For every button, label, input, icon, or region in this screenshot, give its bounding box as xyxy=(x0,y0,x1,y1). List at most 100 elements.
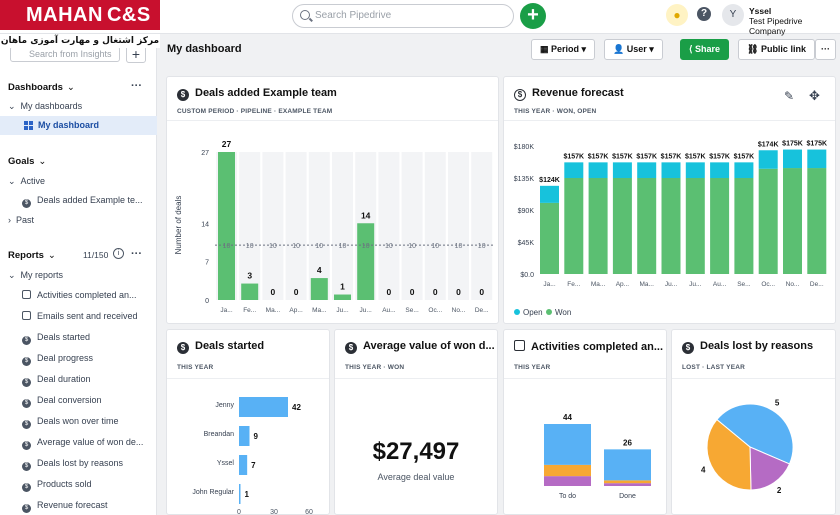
top-bar: MAHAN C&S Search Pipedrive + ● ? Y Yssel … xyxy=(0,0,840,36)
report-item[interactable]: $ Average value of won de... xyxy=(22,437,150,450)
x-tick-label: Ma... xyxy=(639,281,654,288)
report-item[interactable]: $ Products sold xyxy=(22,479,150,492)
bar-open xyxy=(710,162,730,178)
card-revenue-forecast[interactable]: $ Revenue forecast THIS YEAR · WON, OPEN … xyxy=(503,76,836,324)
goal-label: 10 xyxy=(339,243,347,250)
card-deals-lost[interactable]: $ Deals lost by reasons LOST · LAST YEAR … xyxy=(671,329,836,515)
user-name[interactable]: Yssel xyxy=(749,6,772,16)
global-search-input[interactable]: Search Pipedrive xyxy=(292,4,514,28)
bar-won xyxy=(758,168,778,274)
group-my-dashboards[interactable]: ⌄ My dashboards xyxy=(8,101,83,111)
bar-open xyxy=(540,185,559,203)
bar xyxy=(357,223,375,300)
bar-value-label: 0 xyxy=(387,287,392,297)
lightbulb-icon[interactable]: ● xyxy=(666,4,688,26)
dollar-icon: $ xyxy=(22,504,31,513)
card-subtitle: THIS YEAR xyxy=(177,364,214,371)
bar-value-label: 0 xyxy=(410,287,415,297)
x-tick-label: Oc... xyxy=(761,281,775,288)
category-label: Jenny xyxy=(215,402,234,409)
section-goals[interactable]: Goals ⌄ xyxy=(8,156,47,167)
group-past-goals[interactable]: › Past xyxy=(8,215,35,225)
bar-won xyxy=(661,178,681,274)
bar xyxy=(239,484,241,504)
goal-label: 10 xyxy=(315,243,323,250)
dollar-icon: $ xyxy=(22,357,31,366)
bar-segment xyxy=(604,449,651,481)
x-tick-label: Ma... xyxy=(312,307,327,314)
sidebar-item-my-dashboard[interactable]: My dashboard xyxy=(0,116,157,135)
move-icon[interactable]: ✥ xyxy=(809,88,820,103)
help-icon[interactable]: ? xyxy=(697,7,711,21)
sidebar: Search from Insights + Dashboards ⌄ ··· ⌄… xyxy=(0,34,157,515)
y-tick-label: $135K xyxy=(514,176,535,183)
calendar-icon xyxy=(22,290,31,299)
y-tick-label: 27 xyxy=(201,150,209,157)
avatar[interactable]: Y xyxy=(722,4,744,26)
bar-total-label: $175K xyxy=(806,141,827,148)
x-tick-label: Au... xyxy=(713,281,727,288)
insights-search-input[interactable]: Search from Insights xyxy=(10,46,120,62)
bar-open xyxy=(807,149,827,169)
bar-value-label: 0 xyxy=(271,287,276,297)
public-link-button[interactable]: ⛓ Public link xyxy=(738,39,815,60)
card-deals-started[interactable]: $ Deals started THIS YEAR Jenny 42 Breandan… xyxy=(166,329,330,515)
bar-background xyxy=(401,152,423,300)
pie-slice-label: 5 xyxy=(775,399,780,408)
bar-total-label: $157K xyxy=(612,153,633,160)
card-title: $ Deals added Example team xyxy=(177,87,337,101)
bar-value-label: 0 xyxy=(433,287,438,297)
deals-lost-chart: 5 2 4 xyxy=(701,399,794,495)
average-deal-value: $27,497 xyxy=(372,438,460,465)
bar-segment xyxy=(544,464,591,477)
activities-chart: 44 To do 26 Done xyxy=(544,413,651,500)
report-item[interactable]: Emails sent and received xyxy=(22,311,150,321)
dashboards-more-icon[interactable]: ··· xyxy=(131,80,142,92)
card-title: $ Deals started xyxy=(177,340,264,354)
y-tick-label: $180K xyxy=(514,144,535,151)
bar xyxy=(241,283,259,300)
info-icon[interactable]: i xyxy=(113,248,124,259)
reports-more-icon[interactable]: ··· xyxy=(131,248,142,260)
card-activities[interactable]: Activities completed an... THIS YEAR 44 T… xyxy=(503,329,667,515)
report-item[interactable]: $ Deals won over time xyxy=(22,416,150,429)
group-my-reports[interactable]: ⌄ My reports xyxy=(8,270,64,280)
card-average-value[interactable]: $ Average value of won d... THIS YEAR · W… xyxy=(334,329,498,515)
quick-add-button[interactable]: + xyxy=(520,3,546,29)
user-filter-button[interactable]: 👤 User ▾ xyxy=(604,39,663,60)
report-item[interactable]: Activities completed an... xyxy=(22,290,150,300)
period-filter-button[interactable]: ▦ Period ▾ xyxy=(531,39,596,60)
bar-open xyxy=(588,162,608,178)
share-button[interactable]: ⟨ Share xyxy=(680,39,730,60)
bar-won xyxy=(807,168,827,274)
group-active-goals[interactable]: ⌄ Active xyxy=(8,176,46,186)
dollar-icon: $ xyxy=(22,441,31,450)
bar-segment xyxy=(544,424,591,465)
legend-open-label: Open xyxy=(523,308,543,317)
section-reports[interactable]: Reports ⌄ xyxy=(8,250,56,261)
edit-icon[interactable]: ✎ xyxy=(784,89,795,103)
bar-won xyxy=(783,168,802,274)
bar-background xyxy=(448,152,469,300)
card-deals-added[interactable]: $ Deals added Example team CUSTOM PERIOD … xyxy=(166,76,499,324)
report-item[interactable]: $ Deals lost by reasons xyxy=(22,458,150,471)
report-item[interactable]: $ Revenue forecast xyxy=(22,500,150,513)
bar-total-label: $157K xyxy=(636,153,657,160)
category-label: Breandan xyxy=(204,431,234,438)
pie-slice-label: 4 xyxy=(701,466,706,475)
report-item[interactable]: $ Deal progress xyxy=(22,353,150,366)
bar-segment xyxy=(604,480,651,484)
report-item[interactable]: $ Deals started xyxy=(22,332,150,345)
x-tick-label: Se... xyxy=(405,307,419,314)
more-options-button[interactable]: ··· xyxy=(815,39,836,60)
bar-background xyxy=(262,152,284,300)
bar-open xyxy=(612,162,632,178)
x-tick-label: Oc... xyxy=(428,307,442,314)
card-subtitle: LOST · LAST YEAR xyxy=(682,364,746,371)
sidebar-item-goal[interactable]: $ Deals added Example te... xyxy=(22,195,150,208)
report-item[interactable]: $ Deal duration xyxy=(22,374,150,387)
section-dashboards[interactable]: Dashboards ⌄ xyxy=(8,82,75,93)
page-title: My dashboard xyxy=(167,43,242,55)
report-item[interactable]: $ Deal conversion xyxy=(22,395,150,408)
bar-value-label: 9 xyxy=(254,432,259,441)
